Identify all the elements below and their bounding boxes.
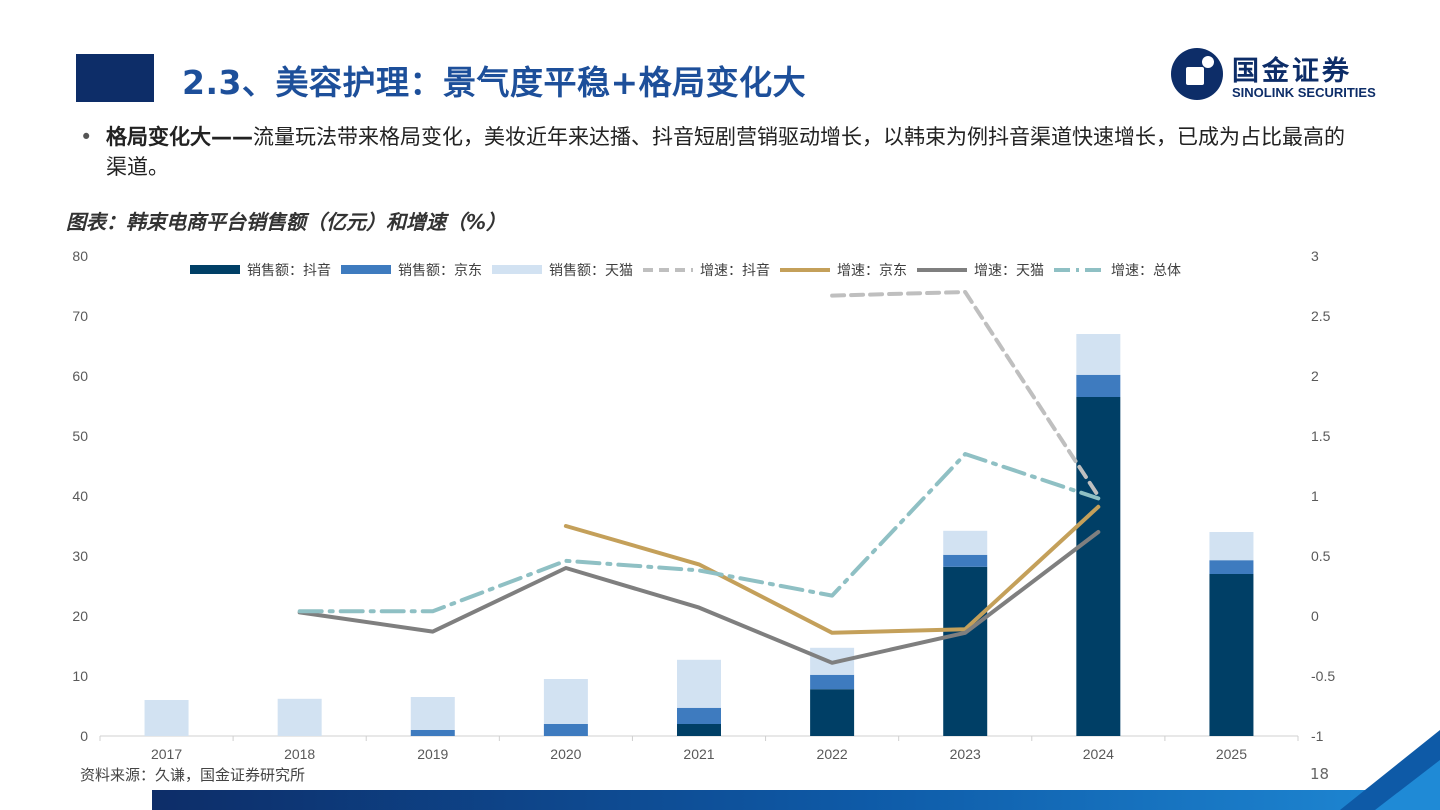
bar-tmall [1076,334,1121,375]
company-logo: 国金证券 SINOLINK SECURITIES [1170,47,1410,103]
legend-label: 增速：京东 [837,262,907,278]
y-right-tick-label: -0.5 [1311,668,1335,684]
line-growth-total [297,452,1101,614]
bar-tmall [144,700,189,736]
x-tick-label: 2024 [1083,746,1114,762]
y-right-tick-label: 2 [1311,368,1319,384]
y-left-tick-label: 20 [72,608,88,624]
bar-jd [943,554,988,567]
y-right-tick-label: 0.5 [1311,548,1331,564]
y-left-tick-label: 70 [72,308,88,324]
line-growth-jd [563,504,1101,635]
title-accent-block [76,54,154,102]
bullet-bold-lead: 格局变化大—— [106,125,253,149]
page-title: 2.3、美容护理：景气度平稳+格局变化大 [182,63,807,102]
bullet-body: 流量玩法带来格局变化，美妆近年来达播、抖音短剧营销驱动增长，以韩束为例抖音渠道快… [106,125,1345,179]
y-right-tick-label: 0 [1311,608,1319,624]
legend-label: 销售额：抖音 [247,262,331,278]
y-left-tick-label: 50 [72,428,88,444]
page-number: 18 [1310,765,1330,783]
source-note: 资料来源：久谦，国金证券研究所 [80,766,306,784]
y-right-tick-label: 1.5 [1311,428,1331,444]
bar-douyin [1076,397,1121,736]
y-left-tick-label: 80 [72,248,88,264]
chart-title: 图表：韩束电商平台销售额（亿元）和增速（%） [66,210,507,234]
bar-tmall [677,659,721,708]
logo-chinese-name: 国金证券 [1232,56,1352,87]
y-left-tick-label: 0 [80,728,88,744]
x-tick-label: 2019 [417,746,448,762]
line-growth-tmall [297,530,1101,665]
legend-label: 销售额：天猫 [549,262,633,278]
legend-swatch [190,265,240,274]
y-right-tick-label: -1 [1311,728,1324,744]
bar-jd [677,707,721,724]
bar-jd [1076,374,1121,397]
legend-label: 增速：天猫 [974,262,1044,278]
bar-jd [1209,560,1254,574]
legend-label: 销售额：京东 [398,262,482,278]
line-growth-douyin [830,290,1101,498]
x-tick-label: 2021 [683,746,714,762]
y-left-tick-label: 10 [72,668,88,684]
bullet-dot-icon: • [80,125,93,149]
bar-tmall [943,530,988,555]
bar-douyin [1209,574,1254,736]
y-right-tick-label: 2.5 [1311,308,1331,324]
bullet-text: 格局变化大——流量玩法带来格局变化，美妆近年来达播、抖音短剧营销驱动增长，以韩束… [106,122,1356,182]
y-right-tick-label: 3 [1311,248,1319,264]
y-left-tick-label: 40 [72,488,88,504]
y-left-tick-label: 60 [72,368,88,384]
sales-growth-chart: 0 10 20 30 40 50 60 70 80 -1 -0.5 0 0.5 1 1.5 2 2.5 3 2017… [72,248,1335,762]
x-tick-label: 2022 [817,746,848,762]
bar-tmall [410,697,455,730]
x-tick-label: 2017 [151,746,182,762]
sinolink-logo-icon [1171,48,1223,100]
legend-swatch [341,265,391,274]
bar-douyin [677,724,721,736]
x-tick-label: 2018 [284,746,315,762]
bar-douyin [810,689,855,736]
x-tick-label: 2023 [950,746,981,762]
bar-jd [410,730,455,736]
y-left-tick-label: 30 [72,548,88,564]
bar-tmall [543,679,588,724]
bar-tmall [277,698,322,736]
legend-label: 增速：抖音 [700,262,770,278]
x-tick-label: 2020 [550,746,581,762]
y-right-tick-label: 1 [1311,488,1319,504]
legend-label: 增速：总体 [1111,262,1181,278]
bar-jd [543,724,588,736]
bar-douyin [943,566,988,736]
x-tick-label: 2025 [1216,746,1247,762]
legend-swatch [492,265,542,274]
logo-english-name: SINOLINK SECURITIES [1232,85,1376,100]
bar-tmall [1209,532,1254,561]
bar-jd [810,674,855,690]
